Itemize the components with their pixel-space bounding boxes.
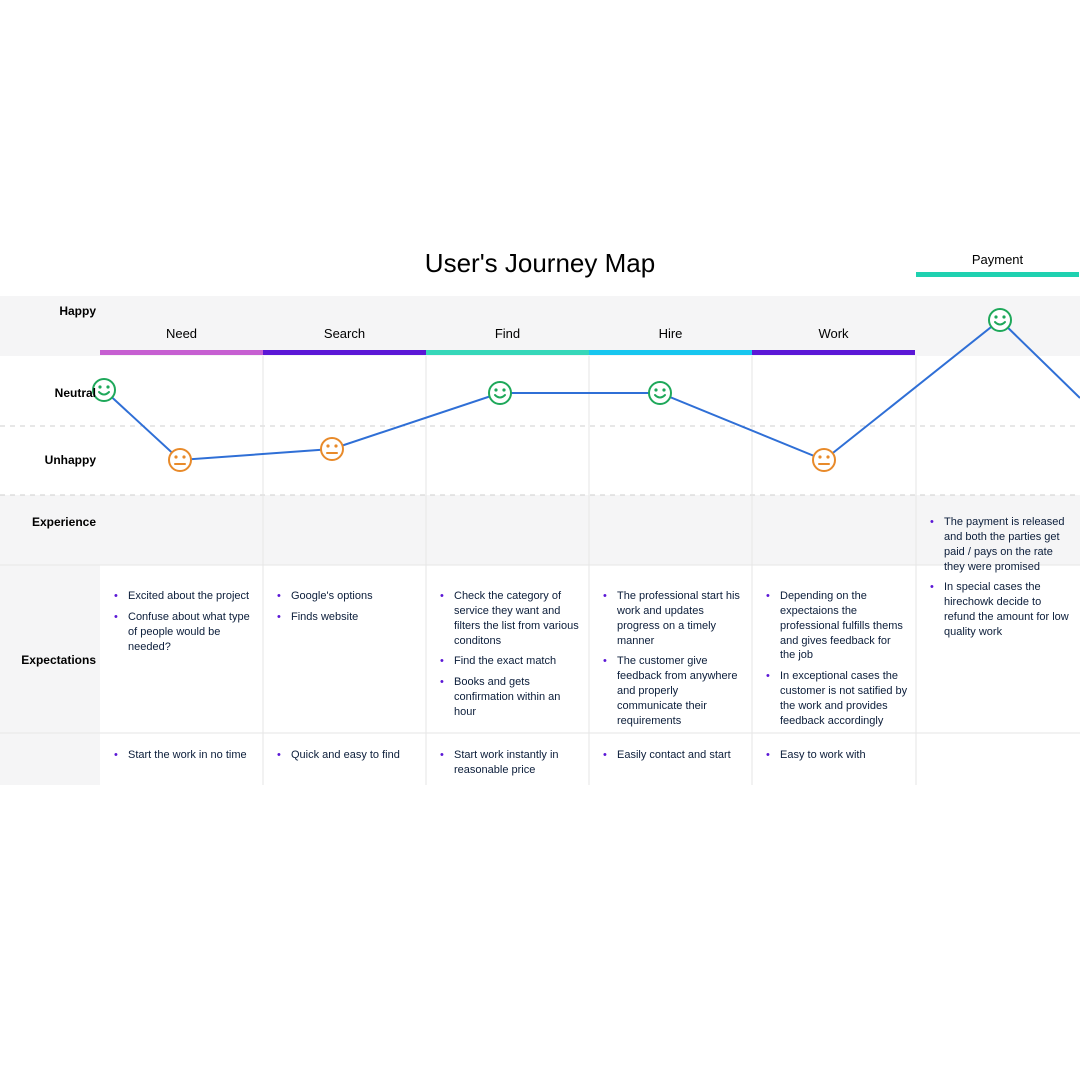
list-item: Find the exact match xyxy=(440,654,583,669)
bottom-cell-search: Quick and easy to find xyxy=(277,748,420,769)
list-item: Depending on the expectaions the profess… xyxy=(766,589,909,663)
list-item: Excited about the project xyxy=(114,589,257,604)
list-item: Start work instantly in reasonable price xyxy=(440,748,583,778)
bottom-cell-need: Start the work in no time xyxy=(114,748,257,769)
journey-map: User's Journey Map Need Search Find Hire… xyxy=(0,0,1080,1080)
bottom-cell-work: Easy to work with xyxy=(766,748,909,769)
bottom-cell-hire: Easily contact and start xyxy=(603,748,746,769)
list-item: Quick and easy to find xyxy=(277,748,420,763)
chart-svg xyxy=(0,0,1080,1080)
expect-cell-find: Check the category of service they want … xyxy=(440,589,583,726)
row-label-neutral: Neutral xyxy=(55,386,96,400)
list-item: Easily contact and start xyxy=(603,748,746,763)
list-item: Easy to work with xyxy=(766,748,909,763)
list-item: In exceptional cases the customer is not… xyxy=(766,669,909,728)
list-item: The customer give feedback from anywhere… xyxy=(603,654,746,728)
stage-label-hire: Hire xyxy=(659,326,683,341)
bottom-cell-find: Start work instantly in reasonable price xyxy=(440,748,583,784)
expect-cell-need: Excited about the project Confuse about w… xyxy=(114,589,257,660)
list-item: Confuse about what type of people would … xyxy=(114,610,257,655)
stage-label-find: Find xyxy=(495,326,520,341)
expect-cell-work: Depending on the expectaions the profess… xyxy=(766,589,909,735)
row-label-happy: Happy xyxy=(59,304,96,318)
list-item: Check the category of service they want … xyxy=(440,589,583,648)
expect-cell-hire: The professional start his work and upda… xyxy=(603,589,746,735)
list-item: Start the work in no time xyxy=(114,748,257,763)
stage-label-need: Need xyxy=(166,326,197,341)
list-item: Books and gets confirmation within an ho… xyxy=(440,675,583,720)
row-label-expectations: Expectations xyxy=(21,653,96,667)
list-item: The payment is released and both the par… xyxy=(930,515,1073,574)
expect-cell-payment: The payment is released and both the par… xyxy=(930,515,1073,646)
row-label-experience: Experience xyxy=(32,515,96,529)
stage-label-work: Work xyxy=(818,326,848,341)
list-item: The professional start his work and upda… xyxy=(603,589,746,648)
stage-label-search: Search xyxy=(324,326,365,341)
stage-label-payment: Payment xyxy=(972,252,1023,267)
list-item: Finds website xyxy=(277,610,420,625)
list-item: In special cases the hirechowk decide to… xyxy=(930,580,1073,639)
row-label-unhappy: Unhappy xyxy=(45,453,96,467)
expect-cell-search: Google's options Finds website xyxy=(277,589,420,631)
list-item: Google's options xyxy=(277,589,420,604)
